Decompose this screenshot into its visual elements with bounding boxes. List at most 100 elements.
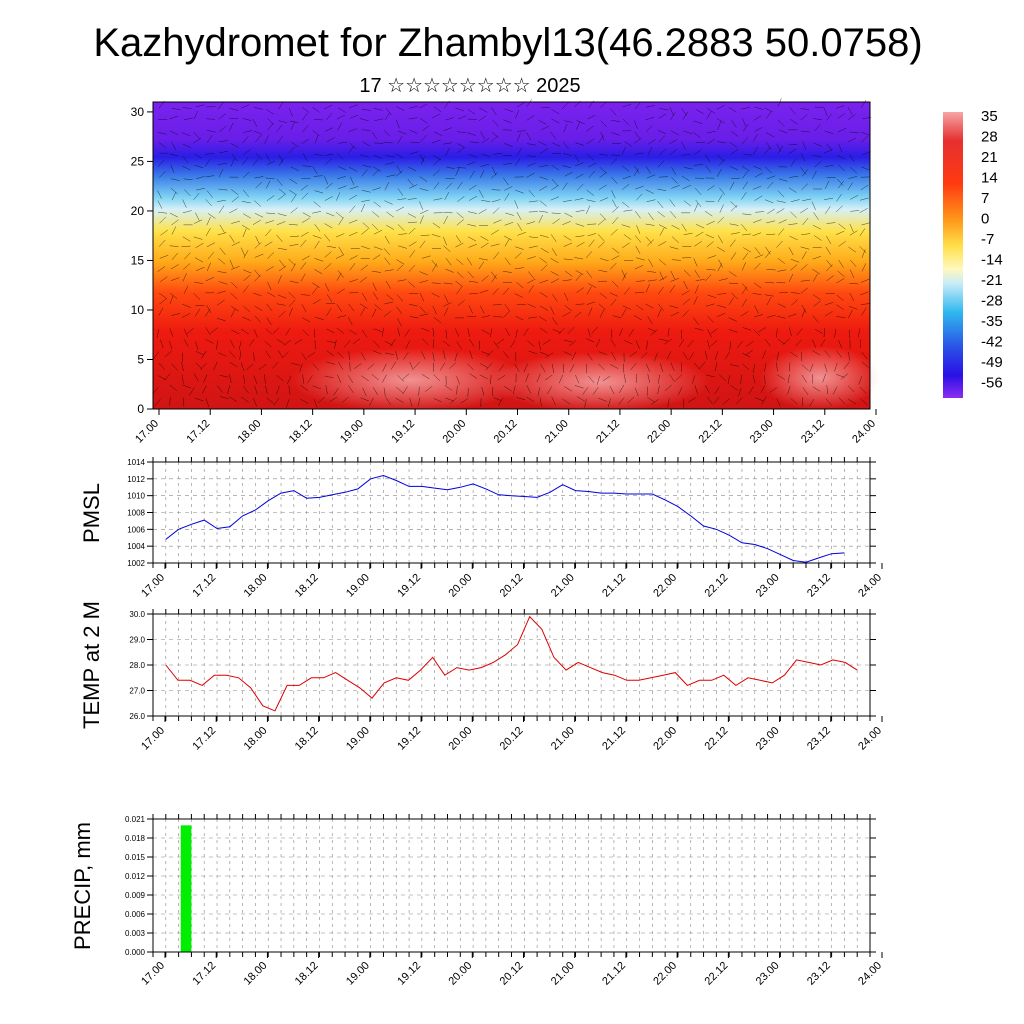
wind-barb <box>164 373 171 381</box>
wind-barb <box>218 205 225 214</box>
wind-barb <box>200 363 207 370</box>
wind-barb <box>169 396 171 406</box>
wind-barb <box>669 246 679 250</box>
wind-barb <box>457 181 463 190</box>
temp-series-line <box>165 615 858 712</box>
precip-axis-label: PRECIP, mm <box>70 822 95 950</box>
wind-barb <box>760 384 766 393</box>
wind-barb <box>618 397 625 405</box>
wind-barb <box>551 248 558 257</box>
wind-barb <box>670 130 679 136</box>
wind-barb <box>348 316 353 326</box>
wind-barb <box>706 108 715 114</box>
wind-barb <box>337 122 343 131</box>
wind-barb <box>307 352 316 358</box>
wind-barb <box>468 280 478 283</box>
wind-barb <box>171 108 181 110</box>
wind-barb <box>526 221 536 225</box>
wind-barb <box>337 107 346 113</box>
wind-barb <box>598 184 607 190</box>
x-tick-label: 20.12 <box>492 418 520 446</box>
wind-barb <box>265 328 273 335</box>
wind-barb <box>264 241 273 247</box>
wind-barb <box>323 176 329 185</box>
precip-panel: 0.0210.0180.0150.0120.0090.0060.0030.000… <box>70 814 884 988</box>
wind-barb <box>717 246 725 252</box>
x-tick-label: 18.00 <box>242 960 270 988</box>
wind-barb <box>505 327 510 337</box>
wind-barb <box>395 153 404 159</box>
wind-barb <box>480 236 489 241</box>
wind-barb <box>217 199 226 202</box>
wind-barb <box>228 122 234 132</box>
wind-barb <box>610 229 618 236</box>
wind-barb <box>647 327 657 333</box>
wind-barb <box>563 235 572 241</box>
wind-barb <box>348 232 358 237</box>
wind-barb <box>264 135 269 144</box>
wind-barb <box>504 235 513 241</box>
wind-barb <box>659 227 665 236</box>
wind-barb <box>326 294 333 303</box>
wind-barb <box>374 304 382 311</box>
wind-barb <box>158 307 164 316</box>
wind-barb <box>491 131 499 139</box>
wind-barb <box>575 173 584 179</box>
wind-barb <box>227 385 231 394</box>
wind-barb <box>231 220 241 224</box>
wind-barb <box>778 129 788 134</box>
wind-barb <box>276 124 283 132</box>
wind-barb <box>635 280 645 282</box>
wind-barb <box>349 263 356 271</box>
wind-barb <box>704 274 712 282</box>
colorbar-label: -42 <box>981 334 1003 351</box>
wind-barb <box>836 374 845 378</box>
wind-barb <box>860 291 869 296</box>
wind-barb <box>468 153 477 158</box>
wind-barb <box>383 387 386 397</box>
wind-barb <box>527 340 535 347</box>
wind-barb <box>764 147 771 155</box>
wind-barb <box>456 385 458 395</box>
wind-barb <box>302 329 310 337</box>
wind-barb <box>480 242 489 249</box>
wind-barb <box>847 106 853 116</box>
wind-barb <box>383 129 391 137</box>
wind-barb <box>849 269 855 278</box>
wind-barb <box>647 316 653 325</box>
wind-barb <box>826 385 829 395</box>
wind-barb <box>396 106 405 111</box>
wind-barb <box>695 199 702 208</box>
wind-barb <box>742 327 752 331</box>
wind-barb <box>550 306 555 315</box>
wind-barb <box>349 194 358 200</box>
wind-barb <box>455 280 463 287</box>
wind-barb <box>564 386 572 392</box>
wind-barb <box>468 243 477 248</box>
wind-barb <box>243 274 251 281</box>
wind-barb <box>539 165 549 168</box>
wind-barb <box>681 223 687 232</box>
wind-barb <box>800 279 810 282</box>
wind-barb <box>766 296 772 306</box>
wind-barb <box>654 352 658 362</box>
wind-barb <box>420 134 428 142</box>
wind-barb <box>576 183 584 191</box>
hot-spot <box>490 352 710 412</box>
wind-barb <box>352 338 361 345</box>
wind-barb <box>812 170 817 179</box>
wind-barb <box>576 396 585 402</box>
wind-barb <box>288 385 291 395</box>
wind-barb <box>325 182 333 189</box>
wind-barb <box>706 241 714 248</box>
wind-barb <box>599 167 607 174</box>
wind-barb <box>667 398 670 408</box>
wind-barb <box>239 350 242 360</box>
wind-barb <box>490 229 499 235</box>
wind-barb <box>812 294 821 300</box>
wind-barb <box>790 291 800 294</box>
wind-barb <box>170 178 180 181</box>
wind-barb <box>545 352 554 358</box>
wind-barb <box>205 153 215 155</box>
wind-barb <box>836 304 844 310</box>
